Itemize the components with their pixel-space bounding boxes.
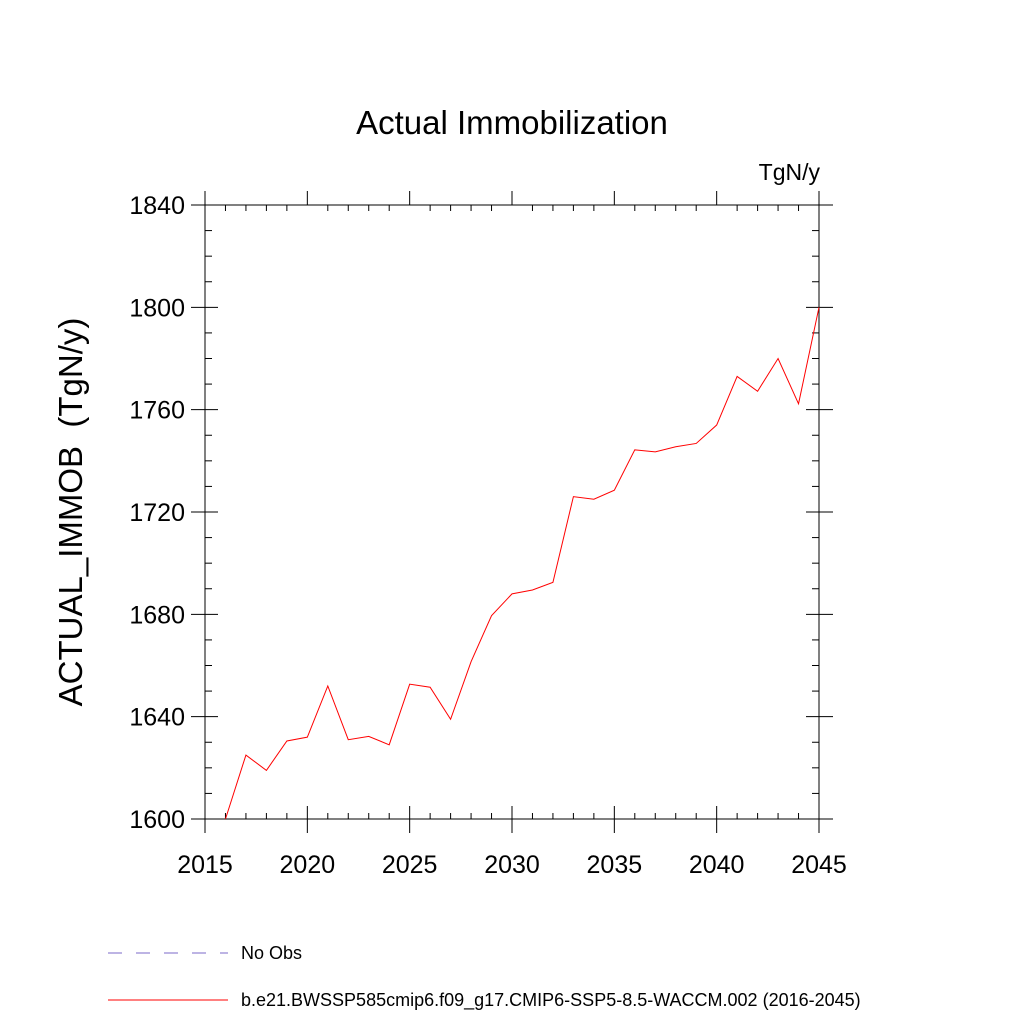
legend-label-1: b.e21.BWSSP585cmip6.f09_g17.CMIP6-SSP5-8… bbox=[241, 990, 861, 1011]
axis-tick-labels: 2015 2020 2025 2030 2035 2040 2045 1600 1640 1680… bbox=[129, 192, 846, 879]
y-axis-label: ACTUAL_IMMOB (TgN/y) bbox=[52, 318, 89, 707]
y-tick-label: 1800 bbox=[129, 294, 185, 322]
x-tick-label: 2015 bbox=[177, 851, 233, 879]
x-tick-label: 2020 bbox=[280, 851, 336, 879]
x-tick-label: 2040 bbox=[689, 851, 745, 879]
plot-frame bbox=[204, 204, 820, 820]
legend: No Obs b.e21.BWSSP585cmip6.f09_g17.CMIP6-… bbox=[108, 943, 861, 1011]
x-tick-label: 2035 bbox=[587, 851, 643, 879]
axis-ticks bbox=[191, 191, 833, 833]
y-tick-label: 1840 bbox=[129, 192, 185, 220]
x-tick-label: 2030 bbox=[484, 851, 540, 879]
chart-title: Actual Immobilization bbox=[356, 104, 668, 141]
units-label: TgN/y bbox=[759, 159, 821, 185]
series-line-0 bbox=[224, 307, 820, 820]
y-tick-label: 1640 bbox=[129, 704, 185, 732]
x-tick-label: 2045 bbox=[791, 851, 847, 879]
x-tick-label: 2025 bbox=[382, 851, 438, 879]
series-lines bbox=[224, 307, 820, 820]
y-tick-label: 1600 bbox=[129, 806, 185, 834]
legend-label-0: No Obs bbox=[241, 943, 302, 963]
y-tick-label: 1720 bbox=[129, 499, 185, 527]
y-tick-label: 1760 bbox=[129, 397, 185, 425]
y-tick-label: 1680 bbox=[129, 601, 185, 629]
